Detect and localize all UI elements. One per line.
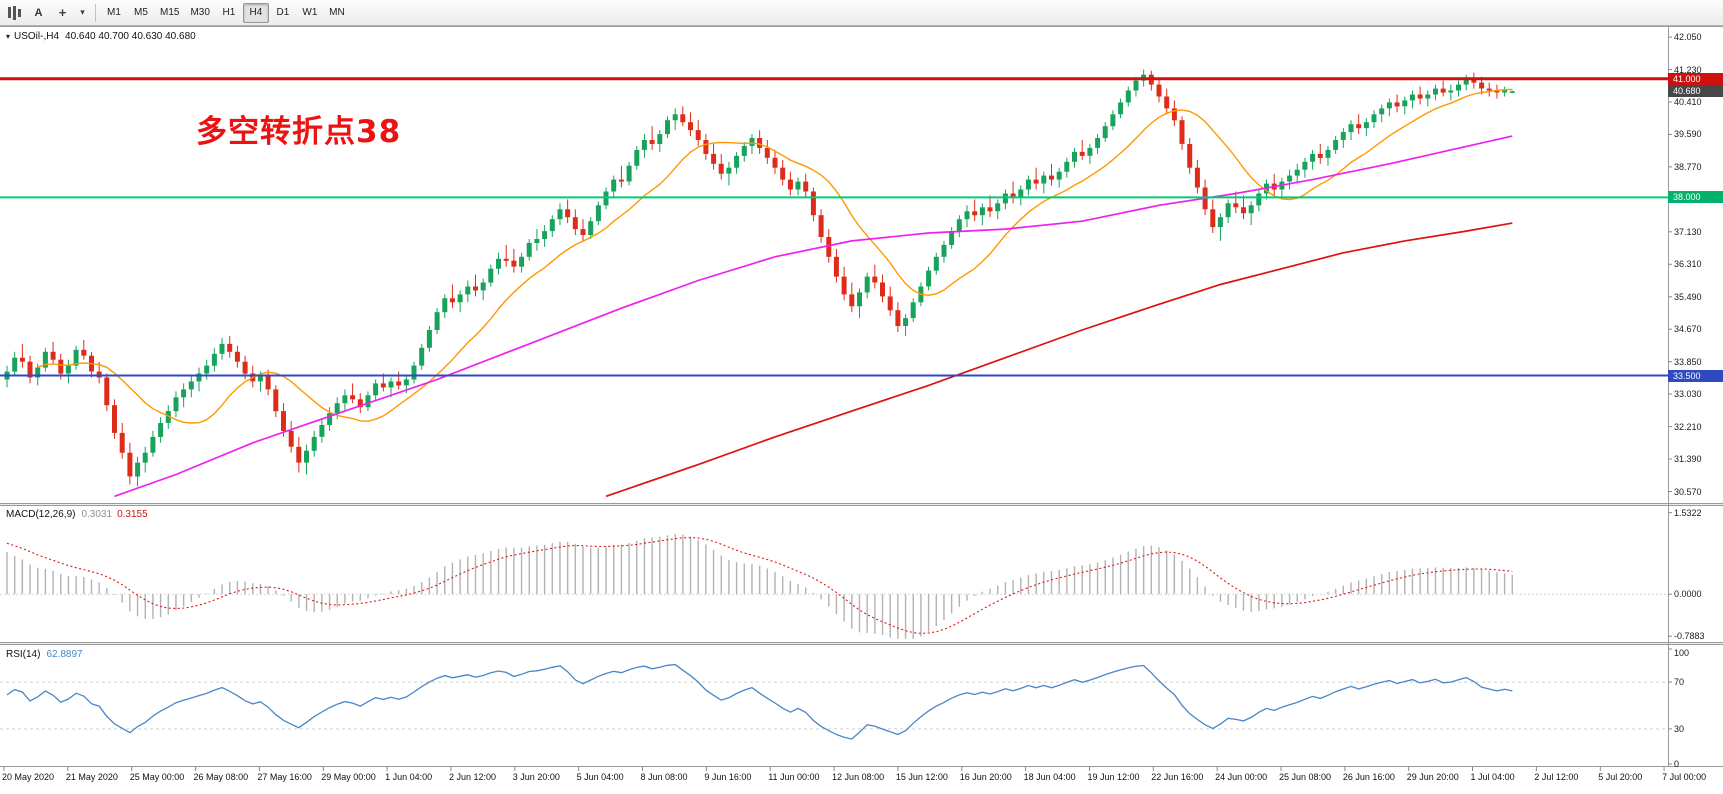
timeframe-group: M1 M5 M15 M30 H1 H4 D1 W1 MN: [101, 2, 350, 23]
crosshair-button[interactable]: +: [51, 2, 74, 23]
scale-label: 37.130: [1674, 226, 1702, 237]
symbol-name: USOil-,H4: [14, 31, 60, 42]
chart-type-button[interactable]: [3, 2, 26, 23]
tools-dropdown-button[interactable]: ▾: [75, 2, 90, 23]
scale-label: 0: [1674, 759, 1680, 769]
timeframe-button-h1[interactable]: H1: [222, 7, 236, 18]
scale-label: 32.210: [1674, 421, 1702, 432]
timeframe-button-d1[interactable]: D1: [276, 7, 290, 18]
scale-label: 33.850: [1674, 356, 1702, 367]
scale-label: 36.310: [1674, 259, 1702, 270]
scale-label: 30.570: [1674, 486, 1702, 497]
rsi-value: 62.8897: [46, 649, 83, 660]
scale-label: 31.390: [1674, 454, 1702, 465]
scale-label: 39.590: [1674, 129, 1702, 140]
one-click-trading-toggle[interactable]: ▾: [6, 32, 11, 41]
text-annotation-button[interactable]: A: [27, 2, 50, 23]
chevron-down-icon: ▾: [80, 7, 85, 17]
price-scale[interactable]: 42.05041.23040.41039.59038.77037.95037.1…: [1668, 0, 1723, 794]
toolbar-separator: [95, 3, 96, 22]
scale-label: 35.490: [1674, 291, 1702, 302]
price-badge: 41.000: [1668, 72, 1723, 85]
price-badge: 38.000: [1668, 191, 1723, 204]
timeframe-button-h4[interactable]: H4: [242, 2, 269, 23]
scale-label: -0.7883: [1674, 631, 1705, 642]
scale-label: 0.0000: [1674, 589, 1702, 600]
timeframe-button-m1[interactable]: M1: [107, 7, 121, 18]
rsi-indicator-label: RSI(14) 62.8897: [6, 649, 83, 660]
macd-name: MACD(12,26,9): [6, 509, 76, 520]
timeframe-button-m15[interactable]: M15: [160, 7, 180, 18]
macd-main-value: 0.3031: [81, 509, 113, 520]
scale-label: 40.410: [1674, 97, 1702, 108]
ohlc-values: 40.640 40.700 40.630 40.680: [65, 31, 196, 42]
scale-label: 42.050: [1674, 32, 1702, 43]
timeframe-button-mn[interactable]: MN: [329, 7, 345, 18]
toolbar: A + ▾ M1 M5 M15 M30 H1 H4 D1 W1 MN: [0, 0, 1723, 26]
chart-canvas[interactable]: [0, 26, 1723, 771]
price-badge: 40.680: [1668, 85, 1723, 98]
scale-label: 38.770: [1674, 161, 1702, 172]
chart-annotation-text[interactable]: 多空转折点38: [196, 114, 402, 150]
crosshair-icon: +: [58, 5, 67, 20]
macd-indicator-label: MACD(12,26,9) 0.3031 0.3155: [6, 509, 148, 520]
scale-label: 30: [1674, 723, 1685, 734]
macd-signal-value: 0.3155: [117, 509, 148, 520]
timeframe-button-w1[interactable]: W1: [302, 7, 318, 18]
scale-label: 100: [1674, 648, 1690, 658]
scale-label: 34.670: [1674, 324, 1702, 335]
scale-label: 1.5322: [1674, 507, 1702, 518]
candlestick-chart-icon: [7, 5, 22, 20]
scale-label: 33.030: [1674, 389, 1702, 400]
symbol-ohlc-label: ▾ USOil-,H4 40.640 40.700 40.630 40.680: [6, 31, 196, 42]
timeframe-button-m5[interactable]: M5: [134, 7, 148, 18]
text-tool-icon: A: [34, 6, 43, 19]
scale-label: 41.230: [1674, 64, 1702, 75]
rsi-name: RSI(14): [6, 649, 41, 660]
timeframe-button-m30[interactable]: M30: [190, 7, 210, 18]
scale-label: 70: [1674, 677, 1685, 688]
price-badge: 33.500: [1668, 369, 1723, 382]
